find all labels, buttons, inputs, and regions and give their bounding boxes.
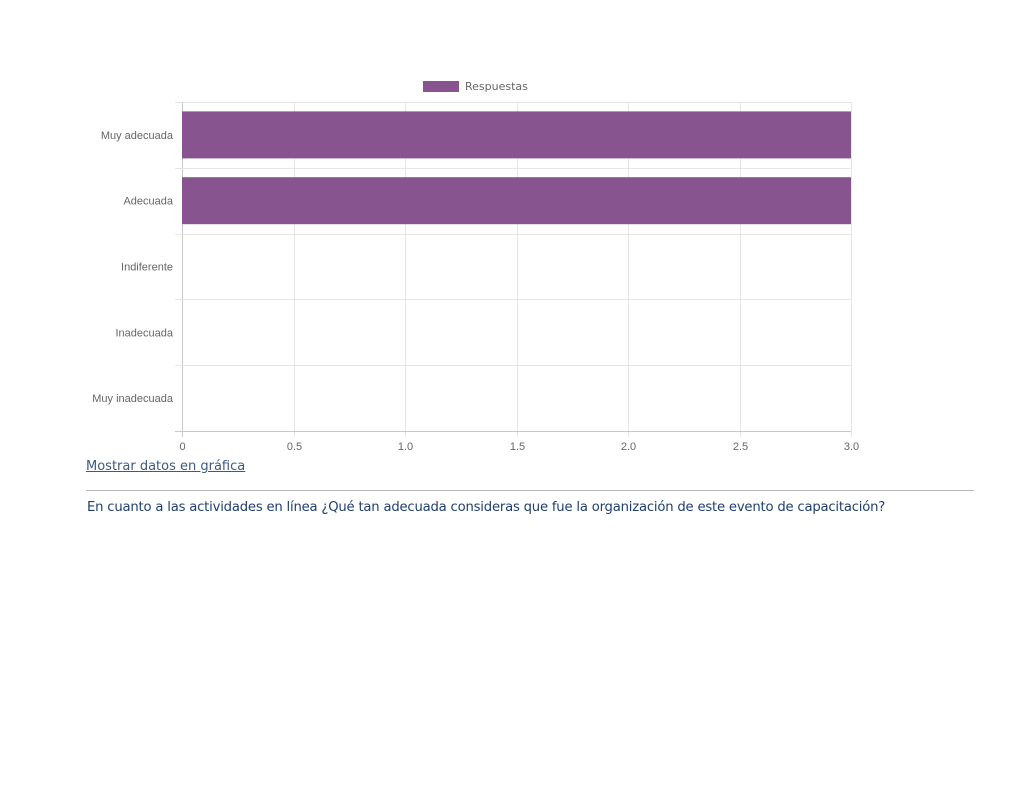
x-tick-label: 1.0 (398, 441, 413, 453)
show-chart-data-link[interactable]: Mostrar datos en gráfica (86, 459, 246, 474)
x-tick-label: 0 (179, 441, 185, 453)
legend-swatch (423, 81, 459, 92)
y-tick-label: Adecuada (123, 196, 173, 208)
section-divider (86, 490, 974, 491)
x-tick-label: 2.0 (621, 441, 636, 453)
legend-label: Respuestas (465, 80, 528, 93)
x-tick-label: 0.5 (287, 441, 302, 453)
x-tick-label: 3.0 (844, 441, 859, 453)
bar-muy-adecuada (182, 111, 851, 159)
bar-chart: 0 0.5 1.0 1.5 2.0 2.5 3.0 Muy adecuada Adecuada I… (92, 80, 859, 453)
x-tick-label: 2.5 (733, 441, 748, 453)
y-tick-label: Muy adecuada (101, 130, 174, 142)
x-tick-label: 1.5 (510, 441, 525, 453)
question-title: En cuanto a las actividades en línea ¿Qu… (87, 500, 886, 515)
y-tick-label: Inadecuada (116, 327, 174, 339)
y-tick-label: Indiferente (121, 262, 173, 274)
chart-svg: 0 0.5 1.0 1.5 2.0 2.5 3.0 Muy adecuada Adecuada I… (92, 80, 859, 453)
bar-adecuada (182, 177, 851, 225)
y-tick-label: Muy inadecuada (92, 393, 174, 405)
